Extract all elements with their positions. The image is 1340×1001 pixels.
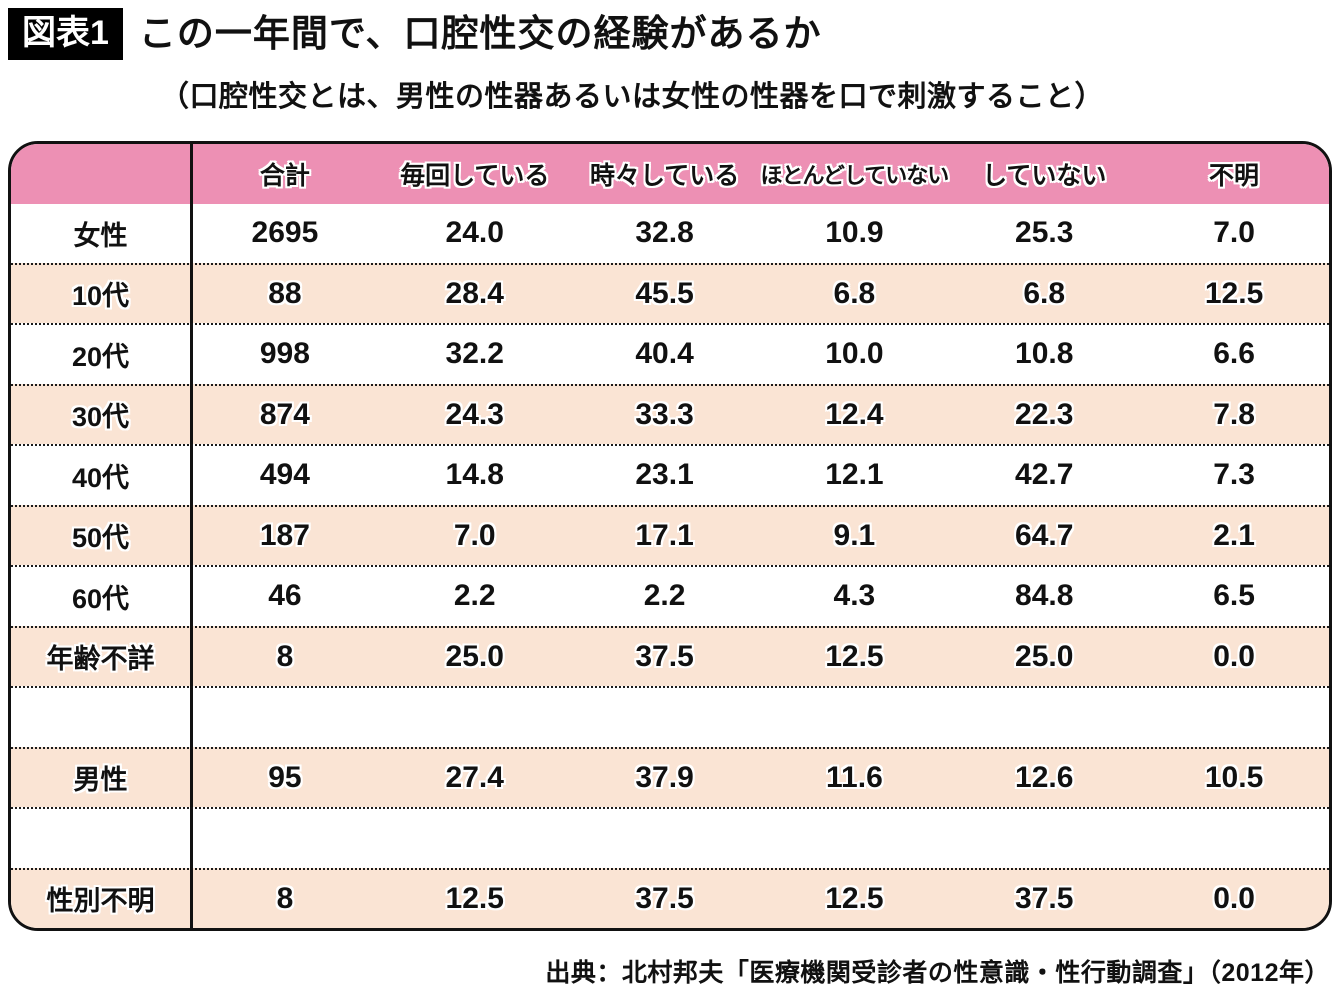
row-label: 30代 [71, 402, 130, 433]
data-cell: 32.8 [635, 216, 694, 250]
column-header: 時々している [589, 162, 740, 190]
column-header: していない [982, 162, 1107, 190]
data-cell: 10.5 [1204, 760, 1264, 794]
data-cell: 7.8 [1213, 397, 1255, 431]
data-cell: 2.2 [453, 579, 496, 613]
row-label: 10代 [71, 281, 130, 312]
data-cell: 88 [268, 276, 302, 310]
data-cell: 12.5 [825, 639, 884, 673]
table-body: 女性 2695 24.0 32.8 10.9 25.3 7.0 10代 88 28.4 45.5 6.… [11, 204, 1329, 928]
data-cell: 33.3 [635, 397, 694, 431]
data-cell: 10.0 [825, 337, 884, 371]
row-label: 男性 [73, 765, 128, 796]
data-cell: 40.4 [635, 337, 694, 371]
row-label: 60代 [71, 583, 130, 614]
data-cell: 874 [259, 397, 310, 431]
page-subtitle: （口腔性交とは、男性の性器あるいは女性の性器を口で刺激すること） [160, 81, 1105, 113]
data-cell: 12.4 [825, 397, 884, 431]
data-cell: 12.5 [1204, 276, 1264, 310]
data-cell: 7.0 [1213, 216, 1255, 250]
data-cell: 187 [259, 518, 310, 552]
data-cell: 10.9 [825, 216, 884, 250]
data-cell: 25.3 [1015, 216, 1074, 250]
table-row: 10代 88 28.4 45.5 6.8 6.8 12.5 [11, 262, 1329, 323]
row-label: 女性 [73, 220, 128, 251]
title-row: 図表1 この一年間で、口腔性交の経験があるか [8, 8, 1332, 60]
table-row: 性別不明 8 12.5 37.5 12.5 37.5 0.0 [11, 867, 1329, 928]
row-label: 40代 [71, 462, 130, 493]
data-cell: 45.5 [635, 276, 694, 310]
data-cell: 6.6 [1213, 337, 1255, 371]
data-cell: 37.5 [1015, 881, 1074, 915]
column-header: 毎回している [400, 162, 550, 190]
column-divider [190, 144, 193, 928]
row-label: 20代 [71, 341, 130, 372]
data-cell: 12.5 [825, 881, 884, 915]
data-cell: 8 [276, 881, 294, 915]
data-cell: 7.3 [1213, 458, 1255, 492]
data-cell: 32.2 [445, 337, 504, 371]
data-cell: 10.8 [1015, 337, 1074, 371]
row-label: 50代 [71, 523, 130, 554]
data-cell: 14.8 [445, 458, 504, 492]
data-cell: 27.4 [445, 760, 504, 794]
data-cell: 9.1 [833, 518, 876, 552]
data-cell: 37.5 [635, 881, 694, 915]
table-row [11, 686, 1329, 747]
data-cell: 95 [268, 760, 302, 794]
data-cell: 17.1 [635, 518, 694, 552]
data-cell: 23.1 [635, 458, 694, 492]
table-header-row: 合計 毎回している 時々している ほとんどしていない していない 不明 [11, 144, 1329, 204]
data-cell: 37.9 [635, 760, 694, 794]
data-cell: 2.2 [643, 579, 686, 613]
table-row: 20代 998 32.2 40.4 10.0 10.8 6.6 [11, 323, 1329, 384]
table-row: 50代 187 7.0 17.1 9.1 64.7 2.1 [11, 504, 1329, 565]
data-cell: 22.3 [1015, 397, 1074, 431]
data-cell: 42.7 [1015, 458, 1074, 492]
data-cell: 6.8 [833, 276, 876, 310]
figure-label-badge: 図表1 [8, 8, 123, 60]
page-title: この一年間で、口腔性交の経験があるか [138, 12, 822, 54]
data-cell: 12.6 [1015, 760, 1074, 794]
data-cell: 7.0 [453, 518, 496, 552]
data-cell: 0.0 [1213, 639, 1255, 673]
data-cell: 6.8 [1023, 276, 1066, 310]
data-cell: 37.5 [635, 639, 694, 673]
column-header: 不明 [1209, 162, 1260, 190]
table-row [11, 807, 1329, 868]
table-row: 60代 46 2.2 2.2 4.3 84.8 6.5 [11, 565, 1329, 626]
data-cell: 12.5 [445, 881, 504, 915]
data-cell: 64.7 [1015, 518, 1074, 552]
table-row: 女性 2695 24.0 32.8 10.9 25.3 7.0 [11, 204, 1329, 263]
data-cell: 25.0 [445, 639, 504, 673]
row-label: 性別不明 [46, 886, 155, 917]
data-cell: 11.6 [826, 760, 883, 794]
data-cell: 2.1 [1213, 518, 1255, 552]
data-cell: 84.8 [1015, 579, 1074, 613]
column-header: ほとんどしていない [760, 163, 950, 188]
data-cell: 12.1 [825, 458, 884, 492]
data-cell: 28.4 [445, 276, 504, 310]
data-cell: 6.5 [1213, 579, 1255, 613]
data-cell: 494 [259, 458, 310, 492]
source-note: 出典：北村邦夫「医療機関受診者の性意識・性行動調査」（2012年） [545, 959, 1330, 987]
table-row: 40代 494 14.8 23.1 12.1 42.7 7.3 [11, 444, 1329, 505]
table-row: 男性 95 27.4 37.9 11.6 12.6 10.5 [11, 746, 1329, 807]
column-header: 合計 [259, 162, 310, 190]
data-cell: 24.0 [445, 216, 504, 250]
data-cell: 24.3 [445, 397, 504, 431]
table-row: 年齢不詳 8 25.0 37.5 12.5 25.0 0.0 [11, 625, 1329, 686]
survey-table: 合計 毎回している 時々している ほとんどしていない していない 不明 女性 2695 24.… [8, 141, 1332, 931]
data-cell: 4.3 [833, 579, 876, 613]
data-cell: 8 [276, 639, 294, 673]
table-row: 30代 874 24.3 33.3 12.4 22.3 7.8 [11, 383, 1329, 444]
data-cell: 46 [268, 579, 302, 613]
data-cell: 998 [259, 337, 310, 371]
row-label: 年齢不詳 [46, 644, 155, 675]
data-cell: 25.0 [1015, 639, 1074, 673]
data-cell: 2695 [251, 216, 319, 250]
data-cell: 0.0 [1213, 881, 1255, 915]
